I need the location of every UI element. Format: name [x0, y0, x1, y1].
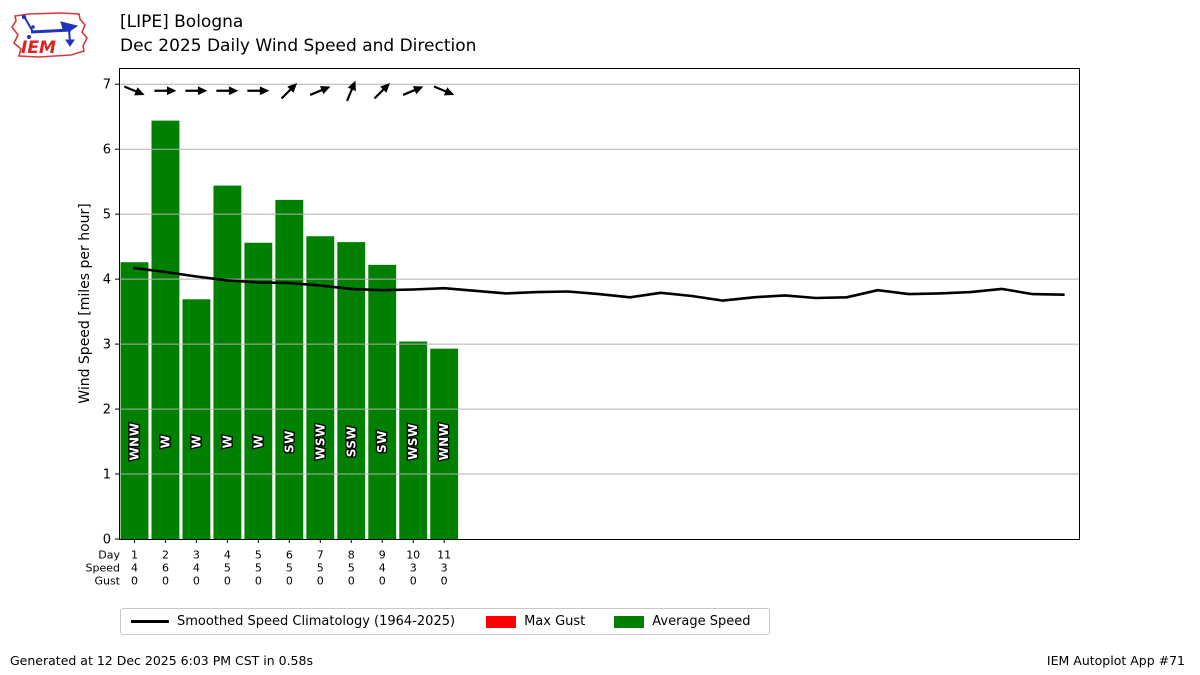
legend-label: Average Speed	[652, 614, 751, 629]
page-subtitle: Dec 2025 Daily Wind Speed and Direction	[120, 36, 477, 56]
x-gust-label: 0	[379, 575, 386, 588]
page-title: [LIPE] Bologna	[120, 12, 244, 32]
climatology-line-swatch	[131, 620, 169, 623]
weathervane-icon	[21, 14, 79, 47]
x-speed-label: 5	[255, 562, 262, 575]
chart-legend: Smoothed Speed Climatology (1964-2025) M…	[120, 608, 770, 635]
y-tick-label: 6	[103, 143, 111, 158]
wind-arrow-day-6	[280, 82, 298, 100]
row-header-gust: Gust	[94, 575, 120, 588]
x-day-label: 11	[437, 549, 451, 562]
legend-label: Max Gust	[524, 614, 586, 629]
y-tick-label: 7	[103, 78, 111, 93]
x-speed-label: 4	[131, 562, 138, 575]
row-header-day: Day	[98, 549, 120, 562]
max-gust-swatch	[486, 615, 517, 628]
x-day-label: 8	[348, 549, 355, 562]
x-speed-label: 5	[224, 562, 231, 575]
x-day-label: 7	[317, 549, 324, 562]
x-day-label: 5	[255, 549, 262, 562]
plot-frame	[119, 68, 1080, 540]
x-gust-label: 0	[410, 575, 417, 588]
avg-speed-bar-day-1	[120, 262, 149, 539]
wind-arrow-day-3	[185, 86, 208, 96]
direction-label-day-6: SW	[282, 430, 296, 453]
direction-label-day-5: W	[251, 435, 265, 449]
title-block: [LIPE] Bologna Dec 2025 Daily Wind Speed…	[120, 10, 476, 58]
y-tick-label: 4	[103, 273, 111, 288]
direction-label-day-3: W	[189, 435, 203, 449]
direction-label-day-11: WNW	[437, 423, 451, 461]
y-tick-label: 0	[103, 533, 111, 548]
x-day-label: 6	[286, 549, 293, 562]
x-speed-label: 6	[162, 562, 169, 575]
x-speed-label: 5	[348, 562, 355, 575]
wind-arrow-day-10	[402, 86, 424, 96]
avg-speed-bar-day-7	[306, 236, 335, 540]
avg-speed-bar-day-11	[430, 348, 459, 539]
x-gust-label: 0	[317, 575, 324, 588]
x-day-label: 10	[406, 549, 420, 562]
x-gust-label: 0	[131, 575, 138, 588]
direction-label-day-4: W	[220, 435, 234, 449]
direction-label-day-7: WSW	[313, 423, 327, 460]
y-tick-label: 3	[103, 338, 111, 353]
climatology-line	[133, 266, 1065, 302]
row-header-speed: Speed	[86, 562, 120, 575]
x-speed-label: 3	[441, 562, 448, 575]
x-gust-label: 0	[193, 575, 200, 588]
x-day-label: 9	[379, 549, 386, 562]
avg-speed-bar-day-4	[213, 185, 242, 539]
legend-label: Smoothed Speed Climatology (1964-2025)	[177, 614, 456, 629]
avg-speed-bar-day-9	[368, 264, 397, 539]
x-speed-label: 5	[317, 562, 324, 575]
y-tick-label: 1	[103, 468, 111, 483]
x-speed-label: 5	[286, 562, 293, 575]
wind-arrow-day-5	[247, 86, 270, 96]
direction-label-day-2: W	[158, 435, 172, 449]
logo-text: IEM	[21, 38, 56, 58]
x-day-label: 3	[193, 549, 200, 562]
generated-timestamp: Generated at 12 Dec 2025 6:03 PM CST in …	[10, 653, 313, 668]
y-tick-label: 2	[103, 403, 111, 418]
x-speed-label: 3	[410, 562, 417, 575]
x-gust-label: 0	[255, 575, 262, 588]
wind-arrow-day-1	[123, 85, 145, 96]
avg-speed-bar-day-5	[244, 242, 273, 539]
x-gust-label: 0	[224, 575, 231, 588]
avg-speed-bar-day-3	[182, 299, 211, 539]
x-gust-label: 0	[348, 575, 355, 588]
y-axis-label: Wind Speed [miles per hour]	[77, 203, 93, 403]
direction-label-day-9: SW	[375, 430, 389, 453]
direction-label-day-1: WNW	[127, 423, 141, 461]
wind-arrow-day-2	[154, 86, 177, 96]
wind-arrow-day-8	[346, 80, 356, 102]
wind-arrow-day-9	[373, 82, 391, 100]
avg-speed-bar-day-6	[275, 199, 304, 539]
x-day-label: 4	[224, 549, 231, 562]
x-day-label: 1	[131, 549, 138, 562]
x-gust-label: 0	[162, 575, 169, 588]
legend-item-max-gust: Max Gust	[486, 614, 585, 629]
avg-speed-bar-day-8	[337, 242, 366, 539]
legend-item-average-speed: Average Speed	[614, 614, 751, 629]
x-speed-label: 4	[193, 562, 200, 575]
x-gust-label: 0	[441, 575, 448, 588]
y-tick-label: 5	[103, 208, 111, 223]
avg-speed-bar-day-10	[399, 341, 428, 539]
wind-arrow-day-11	[433, 85, 455, 96]
legend-item-climatology: Smoothed Speed Climatology (1964-2025)	[131, 614, 455, 629]
avg-speed-bar-day-2	[151, 120, 180, 539]
direction-label-day-8: SSW	[344, 426, 358, 457]
direction-label-day-10: WSW	[406, 423, 420, 460]
iem-logo: IEM	[11, 12, 88, 58]
wind-arrow-day-4	[216, 86, 239, 96]
average-speed-swatch	[614, 615, 645, 628]
wind-arrow-day-7	[309, 86, 331, 96]
x-day-label: 2	[162, 549, 169, 562]
x-gust-label: 0	[286, 575, 293, 588]
x-speed-label: 4	[379, 562, 386, 575]
app-credit: IEM Autoplot App #71	[1046, 653, 1185, 668]
